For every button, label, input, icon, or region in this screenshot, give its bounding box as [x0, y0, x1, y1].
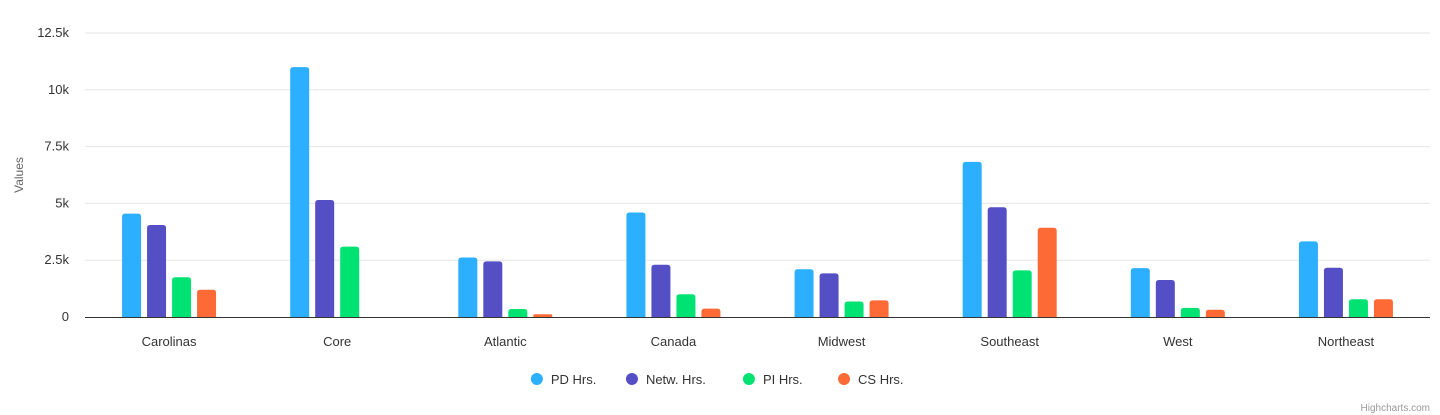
bar-pi-hrs-core[interactable]	[340, 246, 360, 317]
legend-label: PD Hrs.	[551, 372, 597, 387]
legend-marker	[625, 373, 638, 385]
x-tick-label: Midwest	[818, 334, 866, 349]
bar-netw-hrs-midwest[interactable]	[819, 273, 839, 317]
bar-pi-hrs-atlantic[interactable]	[508, 309, 528, 317]
bar-cs-hrs-southeast[interactable]	[1037, 227, 1057, 317]
x-tick-label: Northeast	[1318, 334, 1375, 349]
legend-item-cs-hrs[interactable]: CS Hrs.	[838, 372, 904, 387]
bar-cs-hrs-atlantic[interactable]	[533, 314, 553, 317]
bars	[122, 67, 1393, 317]
bar-pd-hrs-carolinas[interactable]	[122, 213, 142, 317]
y-tick-label: 12.5k	[37, 25, 69, 40]
y-axis-tick-labels: 0 2.5k 5k 7.5k 10k 12.5k	[37, 25, 69, 324]
legend-item-pi-hrs[interactable]: PI Hrs.	[742, 372, 803, 387]
y-tick-label: 0	[62, 309, 69, 324]
bar-netw-hrs-canada[interactable]	[651, 264, 671, 317]
bar-cs-hrs-canada[interactable]	[701, 308, 721, 317]
bar-netw-hrs-atlantic[interactable]	[483, 261, 503, 317]
bar-cs-hrs-midwest[interactable]	[869, 300, 889, 317]
bar-pi-hrs-carolinas[interactable]	[172, 277, 192, 317]
bar-pi-hrs-west[interactable]	[1180, 307, 1200, 317]
bar-pi-hrs-northeast[interactable]	[1348, 299, 1368, 317]
legend-marker	[530, 373, 543, 385]
bar-netw-hrs-core[interactable]	[315, 199, 335, 317]
bar-cs-hrs-northeast[interactable]	[1373, 299, 1393, 317]
legend: PD Hrs. Netw. Hrs. PI Hrs. CS Hrs.	[530, 372, 904, 387]
bar-pd-hrs-core[interactable]	[290, 67, 310, 317]
y-tick-label: 2.5k	[44, 252, 69, 267]
bar-pd-hrs-northeast[interactable]	[1298, 241, 1318, 317]
y-tick-label: 10k	[48, 82, 69, 97]
bar-cs-hrs-west[interactable]	[1205, 309, 1225, 317]
legend-label: PI Hrs.	[763, 372, 803, 387]
legend-item-pd-hrs[interactable]: PD Hrs.	[530, 372, 597, 387]
x-tick-label: Core	[323, 334, 351, 349]
legend-label: Netw. Hrs.	[646, 372, 706, 387]
x-tick-label: Carolinas	[142, 334, 197, 349]
bar-pd-hrs-west[interactable]	[1130, 268, 1150, 317]
bar-pd-hrs-midwest[interactable]	[794, 269, 814, 317]
x-tick-label: Atlantic	[484, 334, 527, 349]
credits-link[interactable]: Highcharts.com	[1361, 403, 1430, 414]
bar-cs-hrs-carolinas[interactable]	[197, 289, 217, 317]
legend-marker	[838, 373, 851, 385]
bar-netw-hrs-southeast[interactable]	[987, 207, 1007, 317]
x-axis-tick-labels: Carolinas Core Atlantic Canada Midwest Southe…	[142, 334, 1375, 349]
bar-pd-hrs-canada[interactable]	[626, 212, 646, 317]
bar-netw-hrs-west[interactable]	[1155, 279, 1175, 317]
gridlines	[85, 32, 1430, 261]
legend-marker	[742, 373, 755, 385]
y-tick-label: 5k	[55, 195, 69, 210]
bar-pd-hrs-atlantic[interactable]	[458, 257, 478, 317]
legend-item-netw-hrs[interactable]: Netw. Hrs.	[625, 372, 706, 387]
bar-netw-hrs-carolinas[interactable]	[147, 224, 167, 317]
y-axis-title: Values	[12, 157, 26, 193]
x-tick-label: Southeast	[980, 334, 1039, 349]
x-tick-label: Canada	[651, 334, 697, 349]
bar-pi-hrs-southeast[interactable]	[1012, 270, 1032, 317]
legend-label: CS Hrs.	[858, 372, 904, 387]
y-tick-label: 7.5k	[44, 139, 69, 154]
bar-pi-hrs-midwest[interactable]	[844, 301, 864, 317]
bar-netw-hrs-northeast[interactable]	[1323, 267, 1343, 317]
bar-pd-hrs-southeast[interactable]	[962, 161, 982, 317]
bar-pi-hrs-canada[interactable]	[676, 294, 696, 317]
x-tick-label: West	[1163, 334, 1193, 349]
